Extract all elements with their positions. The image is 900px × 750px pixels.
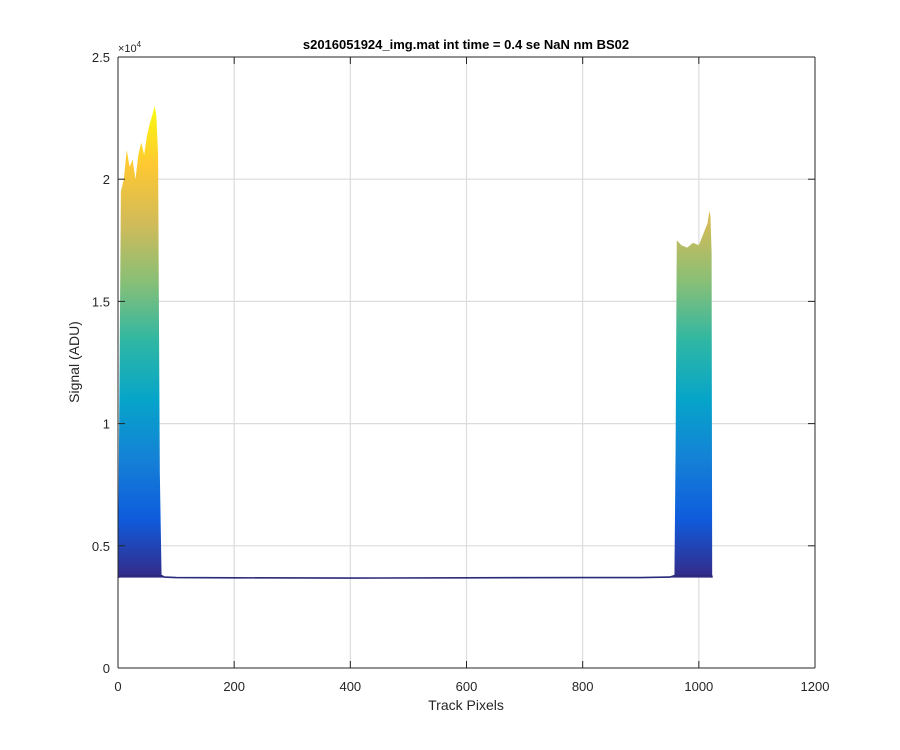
x-tick-label: 200 bbox=[223, 679, 245, 694]
y-tick-label: 0 bbox=[103, 661, 110, 676]
y-exponent-label: ×104 bbox=[118, 40, 142, 55]
data-layer bbox=[117, 105, 713, 579]
x-tick-label: 1000 bbox=[684, 679, 713, 694]
x-axis-label: Track Pixels bbox=[428, 697, 504, 713]
x-tick-label: 800 bbox=[572, 679, 594, 694]
y-exponent-power: 4 bbox=[137, 40, 142, 49]
y-tick-label: 2.5 bbox=[92, 50, 110, 65]
ticks: 0 200 400 600 800 1000 1200 0 0.5 1 1.5 2 2.5 bbox=[92, 50, 830, 694]
x-tick-label: 0 bbox=[114, 679, 121, 694]
y-tick-label: 0.5 bbox=[92, 539, 110, 554]
x-tick-label: 600 bbox=[456, 679, 478, 694]
x-tick-label: 1200 bbox=[801, 679, 830, 694]
y-tick-label: 1.5 bbox=[92, 294, 110, 309]
chart-title: s2016051924_img.mat int time = 0.4 se Na… bbox=[303, 37, 629, 52]
y-tick-label: 2 bbox=[103, 172, 110, 187]
y-tick-label: 1 bbox=[103, 417, 110, 432]
y-axis-label: Signal (ADU) bbox=[66, 321, 82, 403]
y-exponent-base: ×10 bbox=[118, 43, 137, 55]
x-tick-label: 400 bbox=[339, 679, 361, 694]
signal-baseline bbox=[117, 574, 713, 579]
